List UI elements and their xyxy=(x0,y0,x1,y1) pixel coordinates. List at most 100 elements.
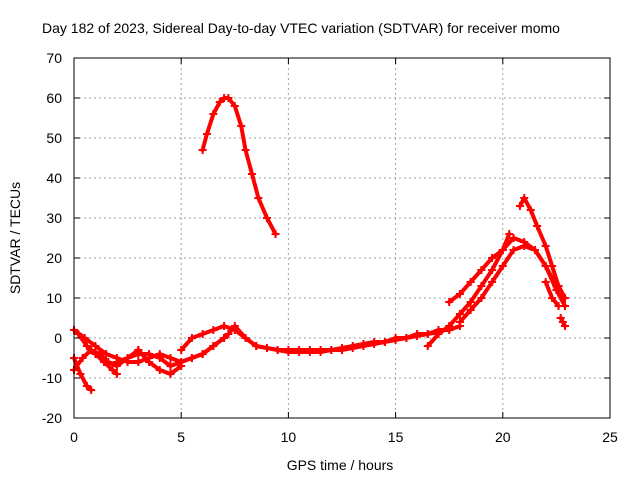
chart-title: Day 182 of 2023, Sidereal Day-to-day VTE… xyxy=(42,20,560,36)
x-tick-label: 0 xyxy=(70,429,78,445)
y-tick-label: 0 xyxy=(54,330,62,346)
data-point xyxy=(541,242,550,250)
data-point xyxy=(434,330,443,338)
data-point xyxy=(488,254,497,262)
data-point xyxy=(466,298,475,306)
data-point xyxy=(78,354,87,362)
data-point xyxy=(187,354,196,362)
y-tick-label: 40 xyxy=(46,170,62,186)
data-point xyxy=(224,94,233,102)
series-arc-8 xyxy=(187,322,443,362)
series-arc-12 xyxy=(455,242,569,326)
x-tick-label: 10 xyxy=(281,429,297,445)
x-tick-label: 20 xyxy=(495,429,511,445)
y-tick-label: -10 xyxy=(42,370,62,386)
data-point xyxy=(520,242,529,250)
data-point xyxy=(123,354,132,362)
data-point xyxy=(91,350,100,358)
data-point xyxy=(455,310,464,318)
data-point xyxy=(533,222,542,230)
data-point xyxy=(338,346,346,354)
data-point xyxy=(370,340,379,348)
data-point xyxy=(455,318,464,326)
series-arc-9 xyxy=(198,94,280,238)
data-point xyxy=(187,334,196,342)
x-axis-label: GPS time / hours xyxy=(287,457,394,473)
data-point xyxy=(466,278,475,286)
data-point xyxy=(509,234,518,242)
data-point xyxy=(273,346,282,354)
y-tick-label: 10 xyxy=(46,290,62,306)
data-point xyxy=(198,350,207,358)
series-arc-13 xyxy=(515,194,569,302)
data-point xyxy=(423,342,432,350)
data-point xyxy=(477,266,486,274)
data-point xyxy=(198,330,207,338)
data-point xyxy=(100,358,109,366)
data-point xyxy=(252,342,261,350)
data-point xyxy=(560,294,569,302)
data-point xyxy=(548,294,557,302)
data-point xyxy=(413,332,422,340)
data-point xyxy=(284,348,293,356)
data-point xyxy=(230,102,239,110)
data-points xyxy=(70,94,569,394)
data-point xyxy=(202,130,211,138)
data-point xyxy=(220,322,229,330)
data-point xyxy=(560,322,569,330)
data-point xyxy=(316,348,325,356)
data-point xyxy=(230,322,239,330)
data-point xyxy=(505,230,514,238)
data-point xyxy=(224,330,233,338)
y-tick-label: 20 xyxy=(46,250,62,266)
data-point xyxy=(498,262,507,270)
y-tick-label: 70 xyxy=(46,50,62,66)
data-point xyxy=(402,334,411,342)
series-arc-14 xyxy=(541,278,563,310)
data-point xyxy=(445,322,454,330)
data-point xyxy=(509,246,518,254)
data-point xyxy=(241,146,250,154)
axis-ticks: 0 5 10 15 20 25 -20 -10 0 10 20 30 40 50 60 70 xyxy=(42,50,618,445)
data-point xyxy=(380,338,389,346)
data-point xyxy=(271,230,280,238)
data-point xyxy=(134,358,143,366)
series-arc-6 xyxy=(134,346,186,378)
data-point xyxy=(262,344,271,352)
data-point xyxy=(515,202,524,210)
series-trace xyxy=(518,196,567,300)
data-point xyxy=(423,330,432,338)
data-point xyxy=(91,342,100,350)
data-point xyxy=(554,302,563,310)
data-point xyxy=(488,266,497,274)
y-tick-label: 60 xyxy=(46,90,62,106)
data-point xyxy=(254,194,263,202)
x-tick-label: 5 xyxy=(177,429,185,445)
data-point xyxy=(145,358,154,366)
data-point xyxy=(445,298,454,306)
data-point xyxy=(155,354,164,362)
data-point xyxy=(477,294,486,302)
data-point xyxy=(82,382,91,390)
data-point xyxy=(134,346,143,354)
data-point xyxy=(541,278,550,286)
data-point xyxy=(74,330,83,338)
data-point xyxy=(112,370,121,378)
data-point xyxy=(209,342,218,350)
data-point xyxy=(241,334,250,342)
data-point xyxy=(327,346,336,354)
data-point xyxy=(166,362,175,370)
data-point xyxy=(295,348,304,356)
series-arc-5 xyxy=(112,334,229,370)
data-point xyxy=(108,366,117,374)
data-point xyxy=(488,278,497,286)
data-point xyxy=(215,98,224,106)
data-point xyxy=(359,342,368,350)
data-point xyxy=(262,214,271,222)
grid xyxy=(74,58,610,418)
data-point xyxy=(237,122,246,130)
data-point xyxy=(166,370,175,378)
data-point xyxy=(145,350,154,358)
data-point xyxy=(520,194,529,202)
